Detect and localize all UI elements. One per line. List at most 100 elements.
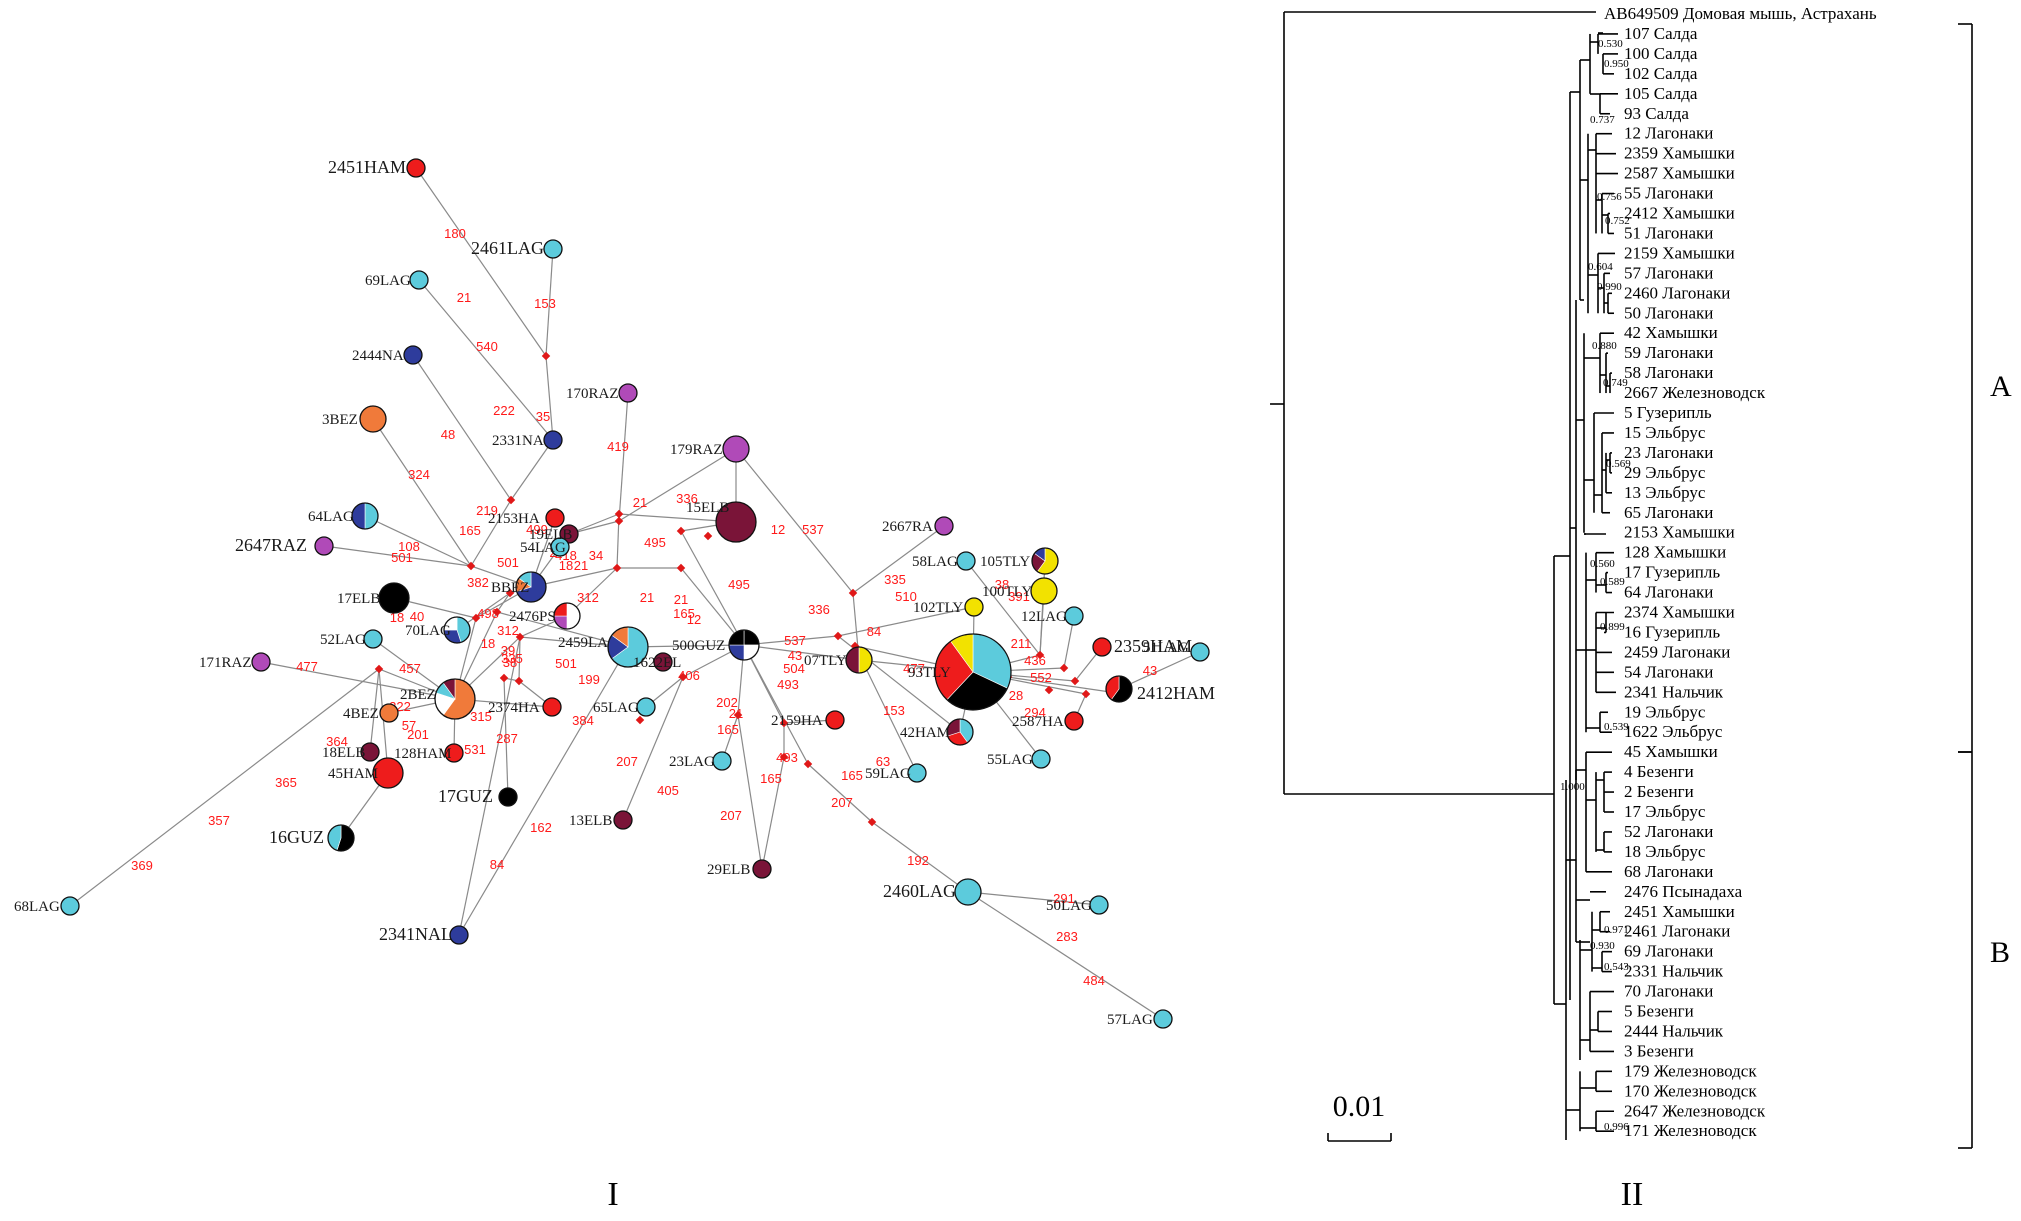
mutation-label: 324 xyxy=(408,467,430,482)
haplotype-node-52lag xyxy=(363,629,383,649)
tree-taxon-label: 29 Эльбрус xyxy=(1624,463,1706,482)
median-vector xyxy=(506,495,516,505)
mutation-label: 165 xyxy=(841,768,863,783)
haplotype-slice xyxy=(722,435,750,463)
haplotype-node-2bez xyxy=(434,678,476,720)
haplotype-label: 2341NAL xyxy=(379,924,452,944)
mutation-label: 43 xyxy=(788,648,802,663)
mutation-label: 34 xyxy=(589,548,603,563)
mutation-label: 405 xyxy=(657,783,679,798)
mutation-label: 207 xyxy=(720,808,742,823)
mutation-label: 283 xyxy=(1056,929,1078,944)
haplotype-slice xyxy=(715,501,757,543)
mutation-label: 38 xyxy=(995,577,1009,592)
network-edge xyxy=(852,525,945,594)
haplotype-slice xyxy=(372,757,404,789)
network-edge xyxy=(545,355,554,441)
haplotype-outline xyxy=(934,633,1012,711)
haplotype-node-179raz xyxy=(722,435,750,463)
haplotype-label: 2159HA xyxy=(771,713,823,729)
tree-taxon-label: 2159 Хамышки xyxy=(1624,243,1735,262)
haplotype-outline xyxy=(946,718,974,746)
mutation-label: 108 xyxy=(398,539,420,554)
haplotype-slice xyxy=(359,405,387,433)
mutation-label: 12 xyxy=(687,612,701,627)
haplotype-label: 2647RAZ xyxy=(235,535,307,555)
haplotype-label: 55LAG xyxy=(987,752,1033,768)
haplotype-slice xyxy=(543,430,563,450)
median-vector xyxy=(1081,689,1091,699)
tree-taxon-label: 16 Гузерипль xyxy=(1624,622,1720,641)
haplotype-label: 2667RA xyxy=(882,519,933,535)
median-vector xyxy=(466,561,476,571)
haplotype-label: 52LAG xyxy=(320,632,366,648)
mutation-label: 504 xyxy=(783,661,805,676)
haplotype-slice xyxy=(542,697,562,717)
tree-support-value: 0.990 xyxy=(1597,281,1622,293)
haplotype-slice xyxy=(954,878,982,906)
network-edge xyxy=(680,567,745,646)
haplotype-node-100tly xyxy=(1030,577,1058,605)
median-vector xyxy=(499,673,509,683)
tree-taxon-label: 17 Гузерипль xyxy=(1624,563,1720,582)
haplotype-label: 45HAM xyxy=(328,766,378,782)
tree-taxon-label: 2153 Хамышки xyxy=(1624,523,1735,542)
mutation-label: 537 xyxy=(784,633,806,648)
network-edge xyxy=(622,676,684,821)
haplotype-label: 500GUZ xyxy=(672,638,725,654)
tree-taxon-label: 2461 Лагонаки xyxy=(1624,922,1730,941)
haplotype-node-12lag xyxy=(1064,606,1084,626)
mutation-label: 21 xyxy=(574,558,588,573)
mutation-label: 21 xyxy=(640,590,654,605)
haplotype-node-58lag xyxy=(956,551,976,571)
mutation-label: 199 xyxy=(578,672,600,687)
haplotype-node-2331na xyxy=(543,430,563,450)
tree-taxon-label: 2359 Хамышки xyxy=(1624,144,1735,163)
tree-taxon-label: 2667 Железноводск xyxy=(1624,383,1766,402)
network-edge xyxy=(415,167,547,357)
mutation-label: 552 xyxy=(1030,670,1052,685)
haplotype-node-54lag xyxy=(550,537,570,557)
haplotype-outline xyxy=(351,502,379,530)
tree-support-value: 0.996 xyxy=(1604,1121,1629,1133)
mutation-label: 192 xyxy=(907,853,929,868)
network-edge xyxy=(496,611,629,648)
haplotype-nodes xyxy=(60,158,1210,1029)
haplotype-slice xyxy=(964,597,984,617)
tree-taxon-label: 23 Лагонаки xyxy=(1624,443,1713,462)
median-vector xyxy=(848,588,858,598)
tree-taxon-label: 64 Лагонаки xyxy=(1624,583,1713,602)
haplotype-label: 42HAM xyxy=(900,725,950,741)
tree-taxon-label: 45 Хамышки xyxy=(1624,742,1718,761)
tree-taxon-label: 65 Лагонаки xyxy=(1624,503,1713,522)
haplotype-slice xyxy=(636,697,656,717)
haplotype-label: 179RAZ xyxy=(670,442,723,458)
tree-support-value: 0.899 xyxy=(1600,621,1625,633)
median-vector xyxy=(492,607,502,617)
tree-taxon-label: 17 Эльбрус xyxy=(1624,802,1706,821)
mutation-label: 484 xyxy=(1083,973,1105,988)
haplotype-label: 13ELB xyxy=(569,813,612,829)
haplotype-node-2159ha xyxy=(825,710,845,730)
haplotype-label: 29ELB xyxy=(707,862,750,878)
median-vector xyxy=(779,752,789,762)
haplotype-slice xyxy=(351,502,366,530)
mutation-label: 501 xyxy=(391,550,413,565)
haplotype-node-128ham xyxy=(444,743,464,763)
haplotype-node-13elb xyxy=(613,810,633,830)
tree-support-value: 0.950 xyxy=(1604,58,1629,70)
haplotype-slice xyxy=(251,652,271,672)
haplotype-node-171raz xyxy=(251,652,271,672)
haplotype-slice xyxy=(956,551,976,571)
tree-support-value: 0.569 xyxy=(1606,458,1631,470)
haplotype-label: 128HAM xyxy=(394,746,452,762)
tree-taxon-label: 2 Безенги xyxy=(1624,782,1694,801)
median-vectors xyxy=(374,351,1122,827)
haplotype-label: 54LAG xyxy=(520,540,566,556)
median-vector xyxy=(867,817,877,827)
median-vector xyxy=(612,563,622,573)
haplotype-label: 2460LAG xyxy=(883,881,956,901)
haplotype-node-15elb xyxy=(715,501,757,543)
haplotype-label: BBEZ xyxy=(491,580,529,596)
haplotype-node-2459la xyxy=(607,626,649,668)
